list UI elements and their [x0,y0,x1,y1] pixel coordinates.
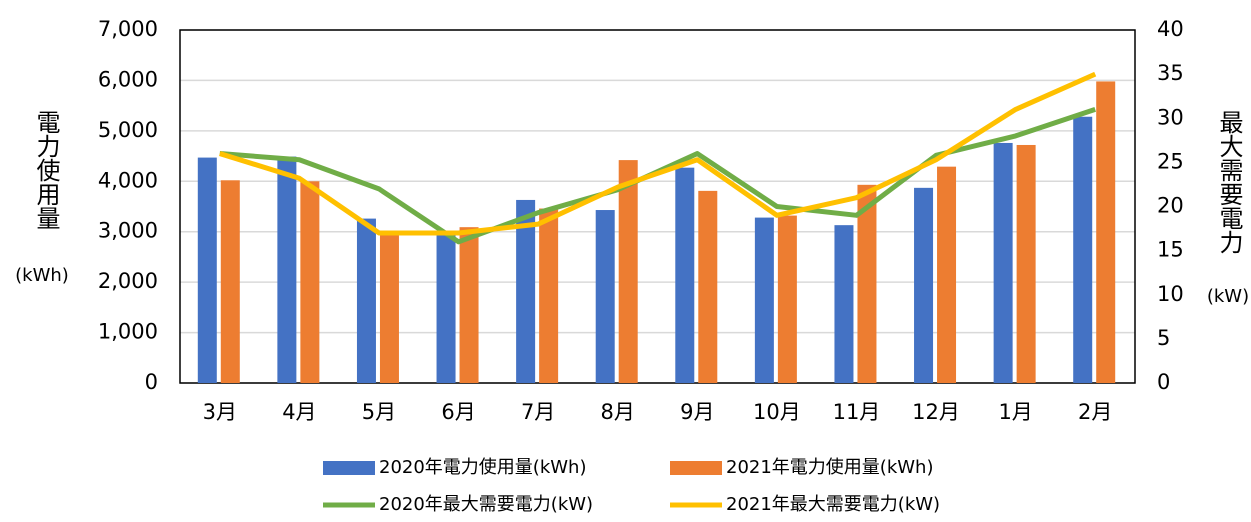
legend-swatch [323,461,375,475]
bar [516,199,536,383]
line [219,71,1097,236]
x-tick-label: 5月 [362,400,396,424]
y2-tick-label: 0 [1157,370,1170,394]
x-tick-label: 3月 [203,400,237,424]
bar [834,225,854,383]
x-tick-label: 7月 [521,400,555,424]
legend-label: 2021年電力使用量(kWh) [726,457,933,478]
y2-tick-label: 10 [1157,282,1184,306]
bar [1096,81,1116,384]
y2-axis-label: 最大需要電力 [1215,110,1243,254]
bar [459,227,479,383]
bar [197,157,217,383]
y-tick-label: 1,000 [98,320,158,344]
x-tick-label: 12月 [912,400,960,424]
x-tick-label: 10月 [753,400,801,424]
bar [356,218,376,383]
bar [436,234,456,383]
bar [777,215,797,383]
y2-tick-label: 20 [1157,194,1184,218]
x-tick-label: 9月 [680,400,714,424]
y-tick-label: 7,000 [98,17,158,41]
y2-axis-unit: (kW) [1207,286,1249,307]
plot-frame [179,29,1136,384]
x-tick-label: 11月 [833,400,881,424]
legend-swatch [670,461,722,475]
y2-tick-label: 30 [1157,105,1184,129]
y2-tick-label: 40 [1157,17,1184,41]
bar [914,187,934,383]
bar [595,210,615,383]
bar [618,160,638,383]
bar [220,180,240,383]
y2-tick-label: 5 [1157,326,1170,350]
legend-label: 2020年最大需要電力(kW) [379,494,593,515]
y-tick-label: 2,000 [98,269,158,293]
y2-tick-label: 25 [1157,149,1184,173]
y2-tick-label: 35 [1157,61,1184,85]
x-tick-label: 4月 [282,400,316,424]
y-tick-label: 4,000 [98,168,158,192]
bar [1016,144,1036,383]
bar [857,184,877,383]
y-axis-label: 電力使用量 [32,110,60,230]
y-axis-unit: (kWh) [15,265,69,286]
y-tick-label: 0 [145,370,158,394]
bar [675,167,695,383]
legend-label: 2021年最大需要電力(kW) [726,494,940,515]
y-tick-label: 6,000 [98,67,158,91]
bar [539,208,559,383]
x-tick-label: 2月 [1078,400,1112,424]
bar [1073,116,1093,383]
legend-label: 2020年電力使用量(kWh) [379,457,586,478]
x-tick-label: 8月 [601,400,635,424]
y-tick-label: 5,000 [98,118,158,142]
x-tick-label: 6月 [441,400,475,424]
bar [379,232,399,383]
bar [277,156,297,383]
bar [937,166,957,383]
bar [754,217,774,383]
x-tick-label: 1月 [998,400,1032,424]
bar [698,190,718,383]
bar [300,181,320,383]
bar [993,142,1013,383]
y2-tick-label: 15 [1157,238,1184,262]
y-tick-label: 3,000 [98,219,158,243]
